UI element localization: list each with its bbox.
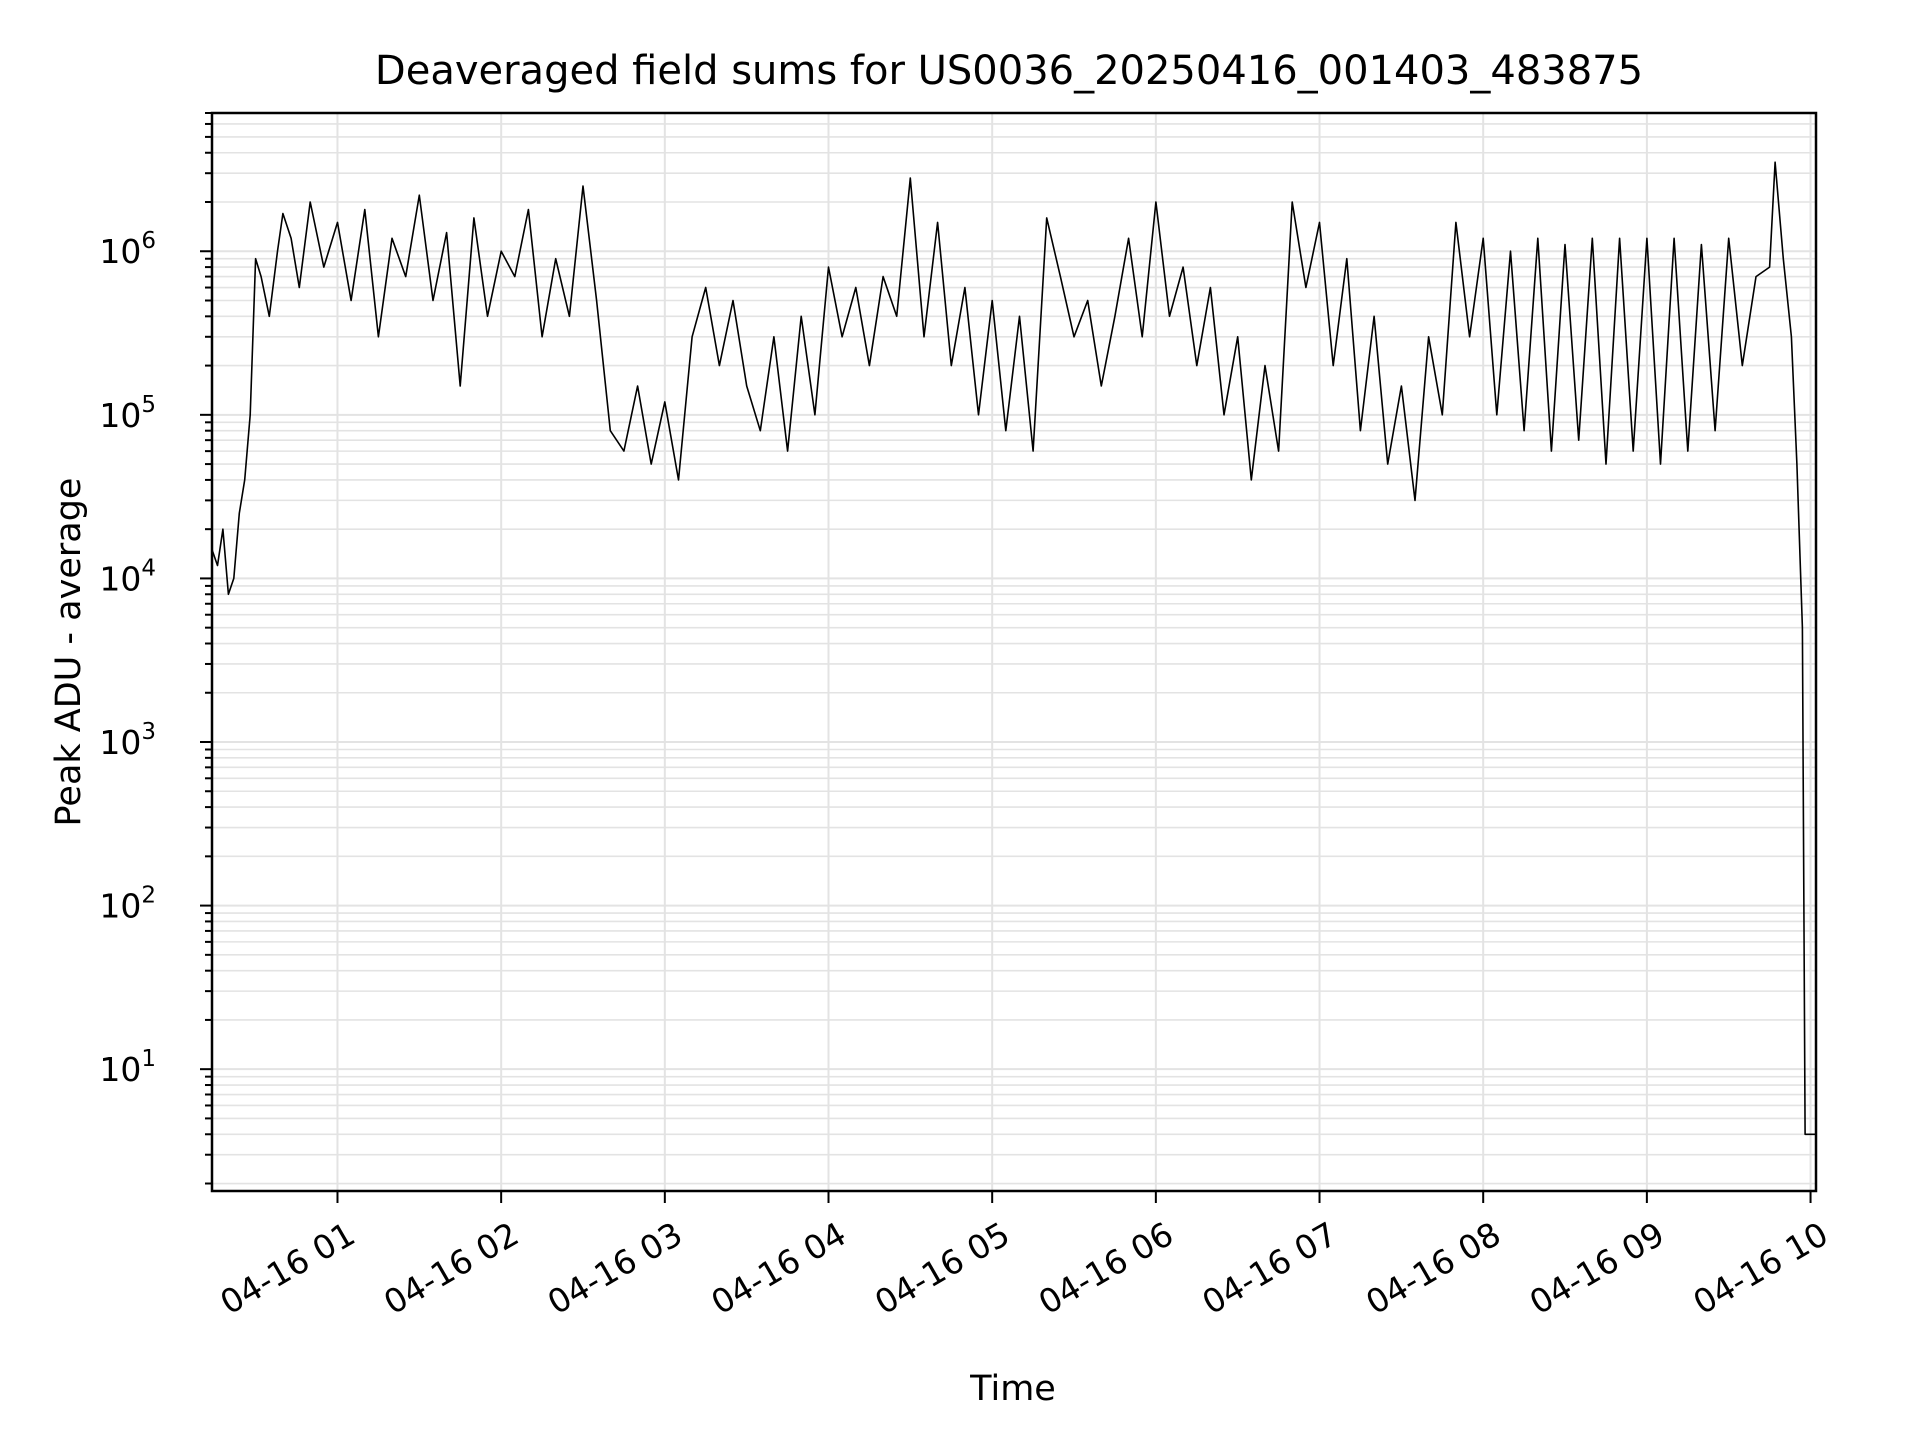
x-axis-label: Time	[969, 1369, 1056, 1409]
x-tick-label: 04-16 05	[868, 1214, 1016, 1322]
y-tick-exponent: 2	[141, 883, 156, 909]
x-tick-label: 04-16 01	[213, 1214, 361, 1322]
y-tick-base: 10	[99, 1050, 141, 1089]
x-tick-label: 04-16 02	[377, 1214, 525, 1322]
chart-title: Deaveraged field sums for US0036_2025041…	[375, 48, 1643, 94]
y-tick-label: 104	[99, 555, 156, 598]
series-line	[211, 161, 1816, 1136]
y-tick-exponent: 5	[141, 392, 156, 418]
y-tick-label: 105	[99, 392, 156, 435]
x-tick-label: 04-16 06	[1032, 1214, 1180, 1322]
y-tick-label: 102	[99, 883, 156, 926]
y-tick-base: 10	[99, 559, 141, 598]
x-axis: 04-16 01 04-16 02 04-16 03 04-16 04 04-16 05…	[213, 1191, 1835, 1322]
y-tick-exponent: 4	[141, 555, 156, 581]
series-group	[211, 161, 1816, 1136]
y-tick-base: 10	[99, 723, 141, 762]
y-tick-base: 10	[99, 887, 141, 926]
y-tick-label: 106	[99, 228, 156, 271]
x-tick-label: 04-16 08	[1359, 1214, 1507, 1322]
grid	[212, 112, 1816, 1191]
x-tick-label: 04-16 04	[705, 1214, 853, 1322]
y-axis-label: Peak ADU - average	[49, 478, 89, 827]
y-tick-exponent: 1	[141, 1046, 156, 1072]
x-tick-label: 04-16 10	[1687, 1214, 1835, 1322]
y-tick-exponent: 6	[141, 228, 156, 254]
y-tick-label: 101	[99, 1046, 156, 1089]
y-tick-label: 103	[99, 719, 156, 762]
y-tick-exponent: 3	[141, 719, 156, 745]
x-tick-label: 04-16 09	[1523, 1214, 1671, 1322]
y-tick-base: 10	[99, 232, 141, 271]
x-tick-label: 04-16 07	[1196, 1214, 1344, 1322]
y-tick-base: 10	[99, 396, 141, 435]
x-tick-label: 04-16 03	[541, 1214, 689, 1322]
plot-frame	[210, 111, 1818, 1193]
